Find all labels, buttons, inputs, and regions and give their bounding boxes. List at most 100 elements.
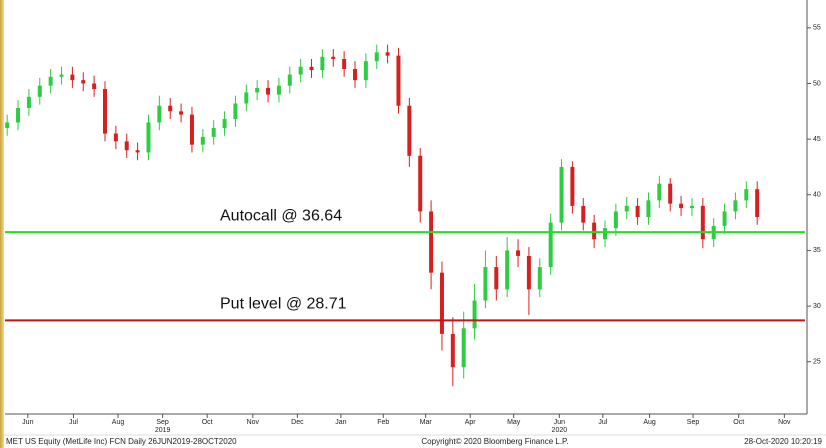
candle-body	[374, 52, 379, 62]
candle-body	[157, 105, 162, 123]
candle-body	[37, 85, 42, 97]
candle-body	[472, 300, 477, 329]
candle-body	[276, 85, 281, 95]
candle-body	[396, 55, 401, 106]
y-tick-label: 50	[813, 80, 821, 87]
candle-body	[320, 56, 325, 71]
left-border	[0, 0, 4, 448]
x-tick-label: Jan	[335, 419, 346, 426]
footer-center: Copyright© 2020 Bloomberg Finance L.P.	[421, 437, 568, 446]
candle-body	[548, 222, 553, 268]
candle-body	[624, 205, 629, 212]
candle-body	[592, 222, 597, 240]
candle-body	[16, 107, 21, 123]
candle-body	[179, 111, 184, 115]
year-label: 2019	[155, 427, 171, 434]
candle-body	[135, 150, 140, 153]
candle-body	[581, 205, 586, 223]
candle-body	[755, 189, 760, 218]
candle-body	[613, 211, 618, 229]
candle-body	[700, 205, 705, 240]
candle-body	[450, 333, 455, 368]
candle-body	[418, 155, 423, 212]
x-tick-label: Sep	[156, 419, 169, 426]
candle-body	[494, 267, 499, 290]
x-tick-label: Nov	[247, 419, 260, 426]
candle-body	[331, 56, 336, 59]
candle-body	[124, 141, 129, 151]
candle-body	[233, 103, 238, 120]
x-tick-label: Aug	[643, 419, 656, 426]
candle-body	[353, 69, 357, 81]
candle-body	[537, 267, 542, 290]
candle-body	[48, 76, 53, 86]
candle-body	[266, 87, 271, 95]
candle-body	[668, 183, 673, 204]
x-tick-label: Oct	[202, 419, 213, 426]
y-tick-label: 45	[813, 136, 821, 143]
candle-body	[635, 205, 640, 218]
candle-body	[103, 89, 107, 134]
candle-body	[461, 328, 466, 368]
candle-body	[429, 211, 434, 273]
candle-body	[570, 166, 575, 206]
x-tick-label: Feb	[377, 419, 389, 426]
x-tick-label: Jun	[22, 419, 33, 426]
candle-body	[733, 200, 738, 212]
y-tick-label: 55	[813, 25, 821, 32]
y-tick-label: 35	[813, 247, 821, 254]
candle-body	[483, 267, 488, 301]
candle-body	[70, 74, 75, 81]
x-tick-label: Mar	[420, 419, 433, 426]
x-tick-label: Jul	[69, 419, 78, 426]
x-tick-label: Jun	[554, 419, 565, 426]
candle-body	[526, 255, 531, 290]
candle-body	[744, 189, 749, 201]
candle-body	[26, 96, 31, 108]
x-tick-label: Aug	[112, 419, 125, 426]
x-tick-label: Dec	[291, 419, 304, 426]
candle-body	[385, 52, 390, 56]
candle-body	[646, 200, 651, 218]
candle-body	[603, 228, 607, 240]
footer-left: MET US Equity (MetLife Inc) FCN Daily 26…	[6, 437, 237, 446]
candle-body	[5, 122, 10, 128]
candle-body	[146, 122, 151, 153]
candle-body	[439, 272, 444, 334]
candle-body	[92, 83, 97, 90]
candle-body	[59, 74, 64, 77]
candle-body	[81, 80, 86, 84]
candle-body	[309, 66, 314, 71]
footer-right: 28-Oct-2020 10:20:19	[744, 437, 822, 446]
candle-body	[342, 58, 347, 69]
candle-body	[287, 74, 292, 86]
candle-body	[189, 114, 194, 145]
x-tick-label: Apr	[465, 419, 477, 426]
x-tick-label: Nov	[778, 419, 791, 426]
y-tick-label: 40	[813, 192, 821, 199]
candle-body	[200, 136, 205, 145]
candle-body	[679, 203, 684, 209]
x-tick-label: Sep	[687, 419, 700, 426]
candle-body	[255, 87, 260, 93]
x-tick-label: Jul	[598, 419, 607, 426]
candle-body	[657, 183, 662, 201]
level-label: Autocall @ 36.64	[220, 207, 342, 224]
candle-body	[722, 211, 727, 226]
level-label: Put level @ 28.71	[220, 296, 347, 313]
candle-body	[689, 205, 694, 209]
y-tick-label: 30	[813, 303, 821, 310]
candle-body	[516, 250, 521, 256]
candle-body	[244, 92, 249, 104]
candle-body	[298, 66, 303, 75]
candle-body	[363, 61, 368, 81]
candle-body	[211, 127, 216, 137]
candle-body	[222, 119, 227, 128]
x-tick-label: May	[507, 419, 521, 426]
y-tick-label: 25	[813, 359, 821, 366]
candle-body	[113, 133, 118, 142]
candle-body	[168, 105, 173, 112]
year-label: 2020	[552, 427, 568, 434]
candle-body	[559, 166, 564, 223]
